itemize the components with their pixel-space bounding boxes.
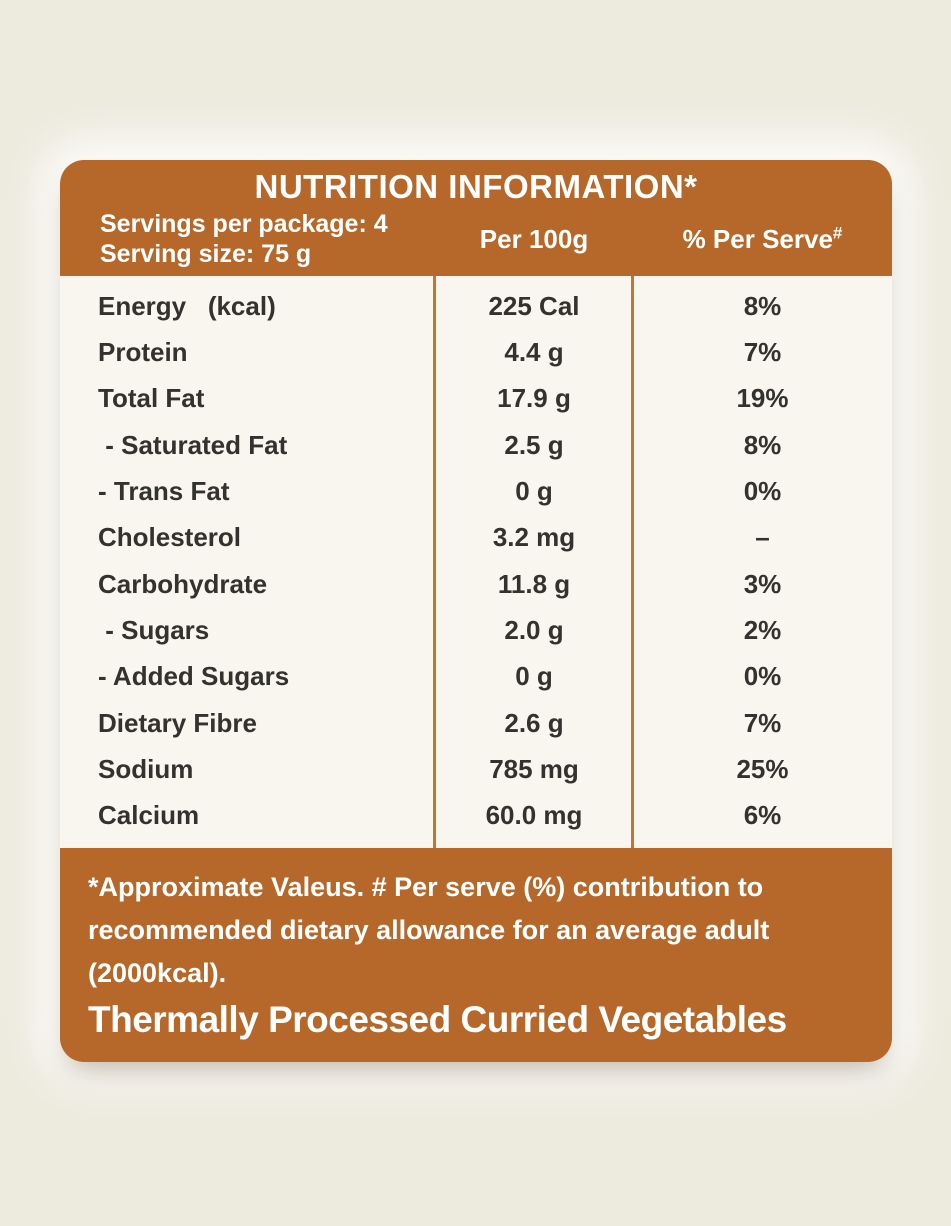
nutrient-per-serve-percent: 7% (743, 336, 782, 367)
nutrient-per-serve-percent: 19% (736, 383, 789, 414)
nutrient-name: - Saturated Fat (98, 429, 288, 460)
serving-size: Serving size: 75 g (100, 240, 312, 268)
nutrition-row: Energy (kcal) 225 Cal 8% (60, 283, 892, 329)
nutrient-name: - Sugars (98, 614, 210, 645)
nutrient-per-100g-value: 60.0 mg (485, 800, 583, 831)
nutrient-name: Sodium (98, 753, 194, 784)
column-divider-1 (433, 276, 436, 848)
per-serve-hash-mark: # (832, 222, 843, 242)
nutrition-row: Total Fat 17.9 g 19% (60, 376, 892, 422)
nutrient-name: Total Fat (98, 383, 205, 414)
nutrient-per-100g-value: 0 g (515, 475, 553, 506)
footnote-text: *Approximate Valeus. # Per serve (%) con… (88, 872, 770, 988)
product-name: Thermally Processed Curried Vegetables (88, 999, 787, 1040)
servings-info: Servings per package: 4 Serving size: 75… (60, 209, 435, 269)
nutrient-per-100g-value: 225 Cal (488, 290, 580, 321)
nutrition-label-card: NUTRITION INFORMATION* Servings per pack… (60, 160, 892, 1062)
nutrient-per-serve-percent: 25% (736, 753, 789, 784)
nutrient-per-serve-percent: 2% (743, 614, 782, 645)
nutrient-per-100g-value: 4.4 g (504, 336, 564, 367)
label-header-row: Servings per package: 4 Serving size: 75… (60, 205, 892, 273)
column-header-per-serve: % Per Serve# (633, 224, 892, 255)
nutrient-name: Cholesterol (98, 522, 242, 553)
nutrition-row: - Added Sugars 0 g 0% (60, 654, 892, 700)
nutrient-name: Carbohydrate (98, 568, 268, 599)
nutrient-name: - Added Sugars (98, 661, 290, 692)
nutrient-per-100g-value: 2.5 g (504, 429, 564, 460)
nutrition-row: - Sugars 2.0 g 2% (60, 607, 892, 653)
nutrient-per-serve-percent: 8% (743, 290, 782, 321)
nutrient-per-serve-percent: 6% (743, 800, 782, 831)
nutrient-per-100g-value: 785 mg (489, 753, 579, 784)
nutrient-name: Calcium (98, 800, 200, 831)
nutrient-per-100g-value: 2.6 g (504, 707, 564, 738)
nutrition-table-body: Energy (kcal) 225 Cal 8% Protein 4.4 g 7… (60, 276, 892, 848)
per-serve-label: % Per Serve (682, 223, 833, 254)
nutrient-name: Energy (kcal) (98, 290, 276, 321)
nutrition-row: - Trans Fat 0 g 0% (60, 468, 892, 514)
servings-per-package: Servings per package: 4 (100, 210, 388, 238)
label-footer: *Approximate Valeus. # Per serve (%) con… (60, 848, 892, 1062)
nutrition-row: Calcium 60.0 mg 6% (60, 793, 892, 839)
label-title: NUTRITION INFORMATION* (254, 168, 698, 205)
nutrition-row: - Saturated Fat 2.5 g 8% (60, 422, 892, 468)
label-header: NUTRITION INFORMATION* Servings per pack… (60, 160, 892, 276)
nutrient-per-serve-percent: 7% (743, 707, 782, 738)
column-divider-2 (631, 276, 634, 848)
nutrient-per-100g-value: 11.8 g (497, 568, 571, 599)
nutrient-per-100g-value: 2.0 g (504, 614, 564, 645)
nutrition-row: Protein 4.4 g 7% (60, 329, 892, 375)
nutrition-row: Carbohydrate 11.8 g 3% (60, 561, 892, 607)
nutrient-per-serve-percent: 8% (743, 429, 782, 460)
nutrition-row: Dietary Fibre 2.6 g 7% (60, 700, 892, 746)
nutrient-per-serve-percent: – (755, 522, 770, 553)
nutrient-per-serve-percent: 3% (743, 568, 782, 599)
nutrient-per-100g-value: 3.2 mg (492, 522, 576, 553)
nutrient-name: Dietary Fibre (98, 707, 257, 738)
nutrient-name: - Trans Fat (98, 475, 230, 506)
column-header-per-100g: Per 100g (479, 223, 589, 254)
nutrient-per-serve-percent: 0% (743, 661, 782, 692)
nutrition-row: Cholesterol 3.2 mg – (60, 515, 892, 561)
nutrition-row: Sodium 785 mg 25% (60, 746, 892, 792)
nutrient-per-100g-value: 0 g (515, 661, 553, 692)
nutrient-per-100g-value: 17.9 g (497, 383, 571, 414)
nutrient-name: Protein (98, 336, 188, 367)
nutrient-per-serve-percent: 0% (743, 475, 782, 506)
